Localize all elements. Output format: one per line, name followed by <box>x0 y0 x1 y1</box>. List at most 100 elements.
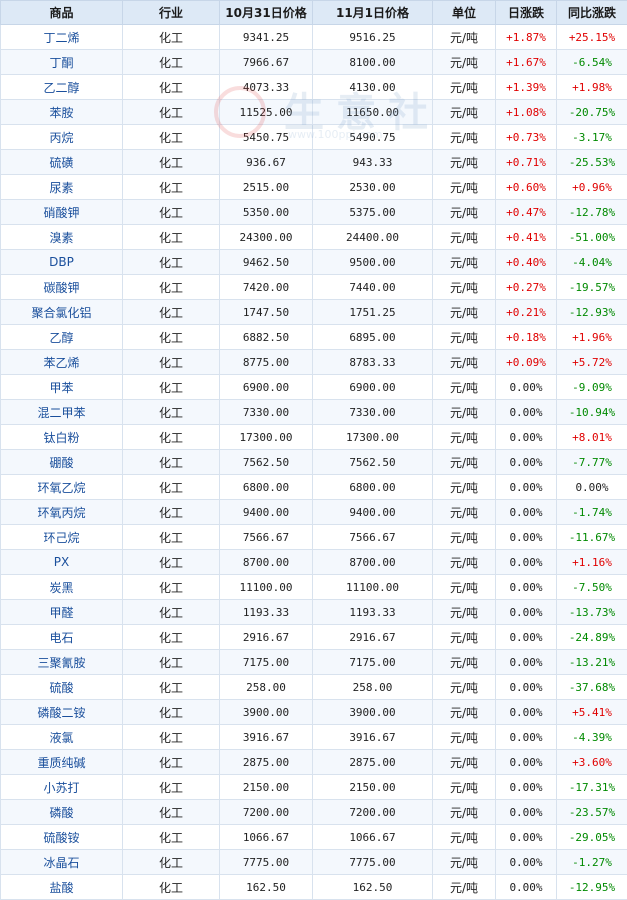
price-oct31-cell: 9462.50 <box>219 249 313 275</box>
yoy-change-cell: +0.96% <box>556 174 627 200</box>
product-name-link[interactable]: PX <box>0 549 123 575</box>
price-oct31-cell: 2875.00 <box>219 749 313 775</box>
daily-change-cell: +0.71% <box>495 149 557 175</box>
product-name-link[interactable]: 甲苯 <box>0 374 123 400</box>
product-name-link[interactable]: 重质纯碱 <box>0 749 123 775</box>
table-row: 硫酸 化工 258.00 258.00 元/吨 0.00% -37.68% <box>0 674 627 700</box>
product-name-link[interactable]: 环氧乙烷 <box>0 474 123 500</box>
table-row: 乙二醇 化工 4073.33 4130.00 元/吨 +1.39% +1.98% <box>0 74 627 100</box>
price-oct31-cell: 7966.67 <box>219 49 313 75</box>
table-row: 甲醛 化工 1193.33 1193.33 元/吨 0.00% -13.73% <box>0 599 627 625</box>
product-name-link[interactable]: 磷酸 <box>0 799 123 825</box>
price-oct31-cell: 8700.00 <box>219 549 313 575</box>
table-row: 混二甲苯 化工 7330.00 7330.00 元/吨 0.00% -10.94% <box>0 399 627 425</box>
price-oct31-cell: 1747.50 <box>219 299 313 325</box>
table-row: 尿素 化工 2515.00 2530.00 元/吨 +0.60% +0.96% <box>0 174 627 200</box>
header-product[interactable]: 商品 <box>0 0 123 25</box>
industry-cell: 化工 <box>122 199 220 225</box>
product-name-link[interactable]: DBP <box>0 249 123 275</box>
industry-cell: 化工 <box>122 324 220 350</box>
industry-cell: 化工 <box>122 499 220 525</box>
product-name-link[interactable]: 盐酸 <box>0 874 123 900</box>
product-name-link[interactable]: 乙二醇 <box>0 74 123 100</box>
industry-cell: 化工 <box>122 699 220 725</box>
daily-change-cell: 0.00% <box>495 499 557 525</box>
daily-change-cell: +1.08% <box>495 99 557 125</box>
price-oct31-cell: 9341.25 <box>219 24 313 50</box>
daily-change-cell: +1.39% <box>495 74 557 100</box>
header-industry[interactable]: 行业 <box>122 0 220 25</box>
product-name-link[interactable]: 环氧丙烷 <box>0 499 123 525</box>
product-name-link[interactable]: 磷酸二铵 <box>0 699 123 725</box>
unit-cell: 元/吨 <box>432 874 496 900</box>
header-daily-change[interactable]: 日涨跌 <box>495 0 557 25</box>
yoy-change-cell: -9.09% <box>556 374 627 400</box>
product-name-link[interactable]: 钛白粉 <box>0 424 123 450</box>
product-name-link[interactable]: 苯乙烯 <box>0 349 123 375</box>
product-name-link[interactable]: 苯胺 <box>0 99 123 125</box>
header-price-oct31[interactable]: 10月31日价格 <box>219 0 313 25</box>
product-name-link[interactable]: 聚合氯化铝 <box>0 299 123 325</box>
product-name-link[interactable]: 碳酸钾 <box>0 274 123 300</box>
product-name-link[interactable]: 环己烷 <box>0 524 123 550</box>
table-row: 冰晶石 化工 7775.00 7775.00 元/吨 0.00% -1.27% <box>0 849 627 875</box>
product-name-link[interactable]: 混二甲苯 <box>0 399 123 425</box>
industry-cell: 化工 <box>122 524 220 550</box>
table-row: 溴素 化工 24300.00 24400.00 元/吨 +0.41% -51.00% <box>0 224 627 250</box>
table-row: 环氧乙烷 化工 6800.00 6800.00 元/吨 0.00% 0.00% <box>0 474 627 500</box>
product-name-link[interactable]: 丙烷 <box>0 124 123 150</box>
table-row: 聚合氯化铝 化工 1747.50 1751.25 元/吨 +0.21% -12.93% <box>0 299 627 325</box>
price-oct31-cell: 7562.50 <box>219 449 313 475</box>
table-row: 乙醇 化工 6882.50 6895.00 元/吨 +0.18% +1.96% <box>0 324 627 350</box>
yoy-change-cell: -25.53% <box>556 149 627 175</box>
price-nov1-cell: 6895.00 <box>312 324 433 350</box>
table-row: 磷酸二铵 化工 3900.00 3900.00 元/吨 0.00% +5.41% <box>0 699 627 725</box>
yoy-change-cell: +1.16% <box>556 549 627 575</box>
product-name-link[interactable]: 小苏打 <box>0 774 123 800</box>
price-nov1-cell: 7330.00 <box>312 399 433 425</box>
table-row: 磷酸 化工 7200.00 7200.00 元/吨 0.00% -23.57% <box>0 799 627 825</box>
product-name-link[interactable]: 硫酸 <box>0 674 123 700</box>
daily-change-cell: 0.00% <box>495 399 557 425</box>
product-name-link[interactable]: 溴素 <box>0 224 123 250</box>
header-price-nov1[interactable]: 11月1日价格 <box>312 0 433 25</box>
product-name-link[interactable]: 甲醛 <box>0 599 123 625</box>
price-nov1-cell: 9400.00 <box>312 499 433 525</box>
yoy-change-cell: -1.27% <box>556 849 627 875</box>
yoy-change-cell: -13.21% <box>556 649 627 675</box>
unit-cell: 元/吨 <box>432 474 496 500</box>
product-name-link[interactable]: 三聚氰胺 <box>0 649 123 675</box>
yoy-change-cell: -3.17% <box>556 124 627 150</box>
price-oct31-cell: 24300.00 <box>219 224 313 250</box>
price-oct31-cell: 2150.00 <box>219 774 313 800</box>
product-name-link[interactable]: 乙醇 <box>0 324 123 350</box>
unit-cell: 元/吨 <box>432 149 496 175</box>
product-name-link[interactable]: 液氯 <box>0 724 123 750</box>
price-oct31-cell: 7420.00 <box>219 274 313 300</box>
price-nov1-cell: 2530.00 <box>312 174 433 200</box>
yoy-change-cell: -12.78% <box>556 199 627 225</box>
industry-cell: 化工 <box>122 474 220 500</box>
product-name-link[interactable]: 炭黑 <box>0 574 123 600</box>
price-nov1-cell: 943.33 <box>312 149 433 175</box>
price-nov1-cell: 8100.00 <box>312 49 433 75</box>
table-row: 丙烷 化工 5450.75 5490.75 元/吨 +0.73% -3.17% <box>0 124 627 150</box>
product-name-link[interactable]: 硫酸铵 <box>0 824 123 850</box>
product-name-link[interactable]: 硼酸 <box>0 449 123 475</box>
price-oct31-cell: 6882.50 <box>219 324 313 350</box>
price-nov1-cell: 9500.00 <box>312 249 433 275</box>
daily-change-cell: +0.18% <box>495 324 557 350</box>
header-yoy-change[interactable]: 同比涨跌 <box>556 0 627 25</box>
product-name-link[interactable]: 电石 <box>0 624 123 650</box>
product-name-link[interactable]: 丁二烯 <box>0 24 123 50</box>
product-name-link[interactable]: 尿素 <box>0 174 123 200</box>
product-name-link[interactable]: 硫磺 <box>0 149 123 175</box>
product-name-link[interactable]: 丁酮 <box>0 49 123 75</box>
product-name-link[interactable]: 硝酸钾 <box>0 199 123 225</box>
daily-change-cell: +0.60% <box>495 174 557 200</box>
daily-change-cell: 0.00% <box>495 674 557 700</box>
product-name-link[interactable]: 冰晶石 <box>0 849 123 875</box>
header-unit[interactable]: 单位 <box>432 0 496 25</box>
table-row: 硫磺 化工 936.67 943.33 元/吨 +0.71% -25.53% <box>0 149 627 175</box>
table-row: DBP 化工 9462.50 9500.00 元/吨 +0.40% -4.04% <box>0 249 627 275</box>
